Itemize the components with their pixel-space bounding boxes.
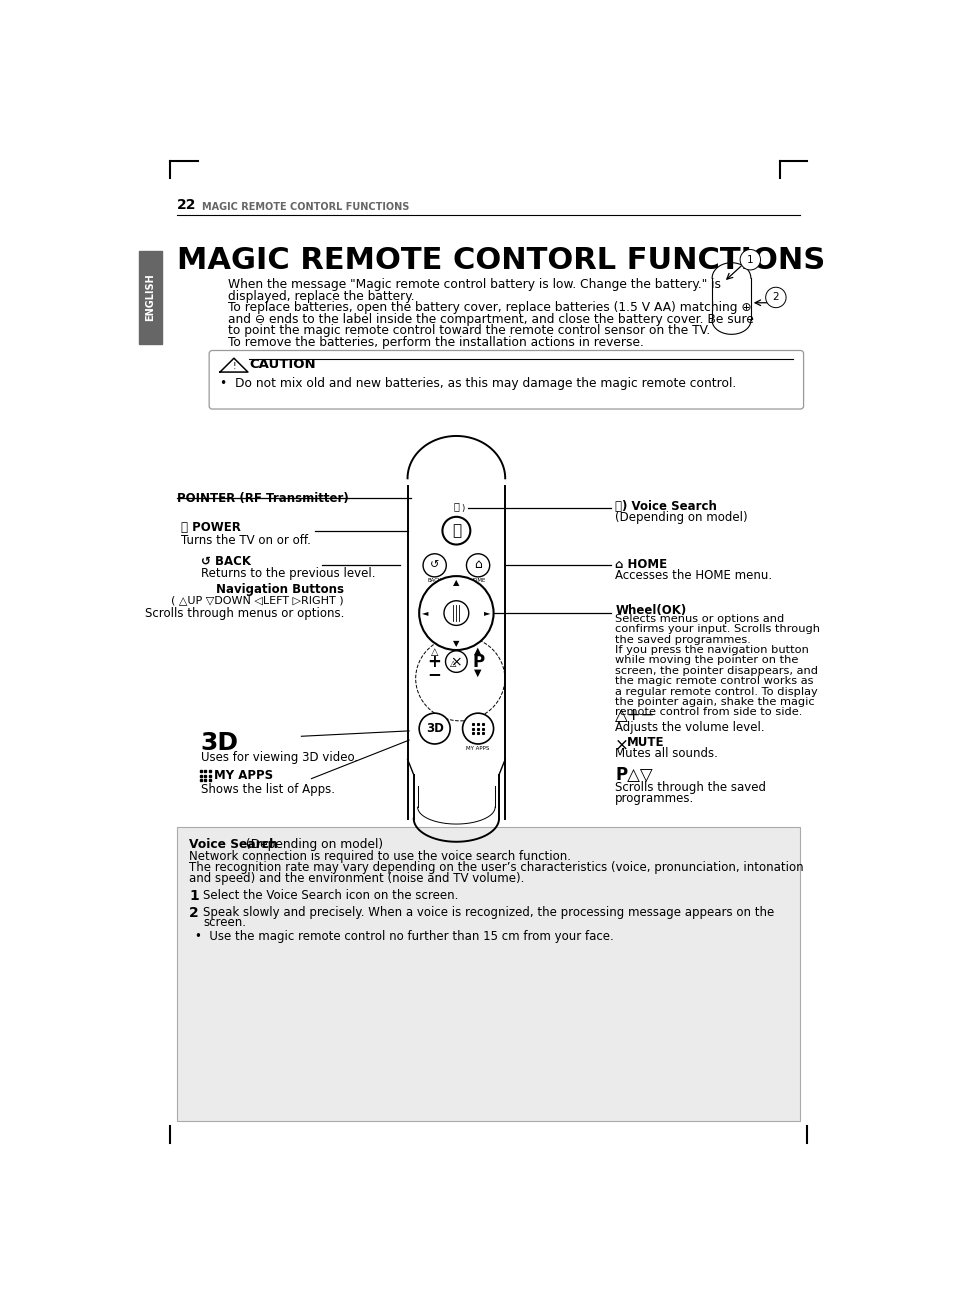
Text: MAGIC REMOTE CONTORL FUNCTIONS: MAGIC REMOTE CONTORL FUNCTIONS	[202, 201, 409, 212]
Text: ⏻: ⏻	[452, 523, 460, 538]
Text: Speak slowly and precisely. When a voice is recognized, the processing message a: Speak slowly and precisely. When a voice…	[203, 906, 774, 919]
Text: 📱) Voice Search: 📱) Voice Search	[615, 500, 717, 513]
Text: If you press the navigation button: If you press the navigation button	[615, 646, 808, 655]
Text: ◄: ◄	[421, 608, 428, 617]
Text: MY APPS: MY APPS	[213, 768, 273, 781]
Text: ▲: ▲	[474, 646, 481, 656]
Circle shape	[445, 651, 467, 673]
Text: ⌂: ⌂	[474, 558, 481, 571]
Text: Accesses the HOME menu.: Accesses the HOME menu.	[615, 569, 772, 582]
Text: ⨯: ⨯	[449, 655, 461, 669]
Text: 1: 1	[746, 254, 753, 265]
Text: ↺ BACK: ↺ BACK	[200, 555, 251, 568]
Text: ▲: ▲	[453, 578, 459, 587]
Text: BACK: BACK	[427, 577, 441, 582]
Text: Wheel(OK): Wheel(OK)	[615, 604, 686, 617]
Text: screen.: screen.	[203, 917, 246, 930]
Text: The recognition rate may vary depending on the user’s characteristics (voice, pr: The recognition rate may vary depending …	[189, 861, 802, 874]
Text: To remove the batteries, perform the installation actions in reverse.: To remove the batteries, perform the ins…	[228, 336, 643, 349]
Text: CAUTION: CAUTION	[249, 358, 315, 372]
Text: To replace batteries, open the battery cover, replace batteries (1.5 V AA) match: To replace batteries, open the battery c…	[228, 301, 751, 314]
Text: MUTE: MUTE	[626, 736, 663, 749]
FancyBboxPatch shape	[138, 252, 162, 343]
Text: Adjusts the volume level.: Adjusts the volume level.	[615, 720, 764, 733]
Text: Shows the list of Apps.: Shows the list of Apps.	[200, 784, 335, 797]
Text: ⏻ POWER: ⏻ POWER	[181, 522, 241, 534]
Text: P△▽: P△▽	[615, 766, 652, 784]
Text: Mutes all sounds.: Mutes all sounds.	[615, 747, 718, 760]
Text: ↺: ↺	[430, 559, 439, 569]
Text: (Depending on model): (Depending on model)	[615, 511, 747, 524]
Text: ►: ►	[483, 608, 490, 617]
Text: 2: 2	[772, 293, 779, 302]
Text: Returns to the previous level.: Returns to the previous level.	[200, 567, 375, 580]
Text: Voice Search: Voice Search	[189, 838, 277, 851]
Text: HOME: HOME	[470, 577, 486, 582]
Text: MY APPS: MY APPS	[466, 745, 489, 750]
Text: △+−: △+−	[615, 706, 655, 724]
FancyBboxPatch shape	[209, 350, 802, 409]
Text: screen, the pointer disappears, and: screen, the pointer disappears, and	[615, 666, 818, 675]
Text: −: −	[427, 665, 441, 683]
Text: ▼: ▼	[453, 639, 459, 648]
Text: the magic remote control works as: the magic remote control works as	[615, 676, 813, 687]
Text: ⨯: ⨯	[615, 736, 634, 754]
Text: programmes.: programmes.	[615, 791, 694, 804]
Text: and ⊖ ends to the label inside the compartment, and close the battery cover. Be : and ⊖ ends to the label inside the compa…	[228, 312, 753, 325]
FancyBboxPatch shape	[177, 828, 800, 1122]
Text: 2: 2	[189, 906, 198, 919]
Text: ⌂ HOME: ⌂ HOME	[615, 558, 667, 571]
Text: POINTER (RF Transmitter): POINTER (RF Transmitter)	[177, 492, 349, 505]
Circle shape	[443, 600, 468, 625]
Text: while moving the pointer on the: while moving the pointer on the	[615, 656, 798, 665]
Text: (Depending on model): (Depending on model)	[241, 838, 382, 851]
Text: confirms your input. Scrolls through: confirms your input. Scrolls through	[615, 625, 820, 634]
Circle shape	[422, 554, 446, 577]
Text: 3D: 3D	[425, 722, 443, 735]
Text: Turns the TV on or off.: Turns the TV on or off.	[181, 533, 311, 547]
Circle shape	[418, 713, 450, 744]
Text: Navigation Buttons: Navigation Buttons	[215, 584, 344, 596]
Text: Select the Voice Search icon on the screen.: Select the Voice Search icon on the scre…	[203, 888, 457, 901]
Text: ▼: ▼	[474, 667, 481, 678]
Circle shape	[442, 516, 470, 545]
Circle shape	[466, 554, 489, 577]
Text: 3D: 3D	[200, 731, 238, 755]
Text: ): )	[460, 503, 464, 513]
Text: displayed, replace the battery.: displayed, replace the battery.	[228, 289, 414, 302]
Text: a regular remote control. To display: a regular remote control. To display	[615, 687, 817, 697]
Text: Scrolls through menus or options.: Scrolls through menus or options.	[145, 607, 344, 620]
Text: P: P	[472, 652, 483, 670]
Text: Selects menus or options and: Selects menus or options and	[615, 613, 783, 624]
Text: ( △UP ▽DOWN ◁LEFT ▷RIGHT ): ( △UP ▽DOWN ◁LEFT ▷RIGHT )	[172, 595, 344, 605]
Text: 📱: 📱	[453, 501, 458, 511]
Text: △: △	[450, 660, 456, 669]
Text: 22: 22	[177, 198, 196, 212]
Text: Network connection is required to use the voice search function.: Network connection is required to use th…	[189, 851, 571, 864]
Text: •  Do not mix old and new batteries, as this may damage the magic remote control: • Do not mix old and new batteries, as t…	[220, 377, 736, 390]
Circle shape	[418, 576, 493, 651]
Circle shape	[462, 713, 493, 744]
Text: △: △	[431, 647, 438, 657]
Text: •  Use the magic remote control no further than 15 cm from your face.: • Use the magic remote control no furthe…	[195, 931, 614, 944]
Text: remote control from side to side.: remote control from side to side.	[615, 707, 801, 718]
Text: the pointer again, shake the magic: the pointer again, shake the magic	[615, 697, 814, 707]
Text: Scrolls through the saved: Scrolls through the saved	[615, 781, 765, 794]
Text: MAGIC REMOTE CONTORL FUNCTIONS: MAGIC REMOTE CONTORL FUNCTIONS	[177, 245, 824, 275]
Text: When the message "Magic remote control battery is low. Change the battery." is: When the message "Magic remote control b…	[228, 278, 720, 290]
Text: !: !	[232, 363, 235, 372]
Text: +: +	[427, 652, 441, 670]
Text: Uses for viewing 3D video.: Uses for viewing 3D video.	[200, 751, 357, 764]
Text: the saved programmes.: the saved programmes.	[615, 635, 750, 644]
Text: ENGLISH: ENGLISH	[145, 274, 155, 321]
Text: 1: 1	[189, 888, 198, 902]
Text: to point the magic remote control toward the remote control sensor on the TV.: to point the magic remote control toward…	[228, 324, 709, 337]
Text: and speed) and the environment (noise and TV volume).: and speed) and the environment (noise an…	[189, 871, 524, 884]
